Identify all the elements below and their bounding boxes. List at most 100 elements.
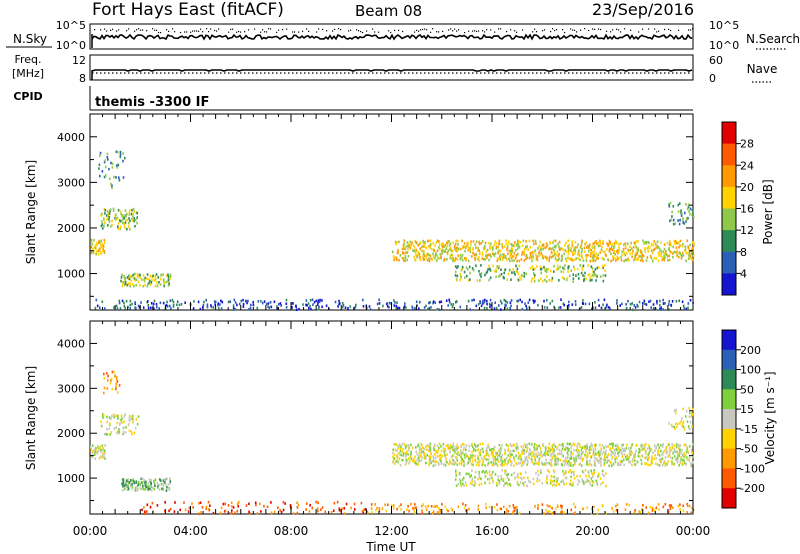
data-cell: [509, 306, 511, 310]
data-cell: [147, 485, 149, 488]
data-cell: [516, 480, 519, 484]
data-cell: [415, 248, 417, 252]
data-cell: [527, 460, 529, 463]
data-cell: [478, 483, 481, 487]
data-cell: [119, 225, 122, 229]
data-cell: [480, 242, 482, 245]
data-cell: [476, 249, 479, 252]
data-cell: [578, 442, 581, 446]
noise-search-point: [600, 28, 602, 31]
data-cell: [117, 209, 120, 212]
data-cell: [616, 448, 618, 452]
velocity-ylabel: Slant Range [km]: [24, 366, 38, 470]
data-cell: [610, 247, 612, 251]
data-cell: [665, 448, 667, 452]
data-cell: [238, 302, 241, 306]
data-cell: [558, 252, 560, 256]
data-cell: [468, 265, 471, 269]
data-cell: [570, 455, 572, 459]
data-cell: [465, 246, 467, 249]
data-cell: [544, 266, 546, 270]
data-cell: [422, 256, 425, 260]
data-cell: [616, 299, 618, 302]
noise-search-point: [562, 29, 564, 31]
data-cell: [398, 505, 401, 508]
data-cell: [295, 305, 297, 308]
data-cell: [627, 248, 629, 252]
data-cell: [518, 264, 521, 268]
data-cell: [520, 278, 522, 281]
data-cell: [132, 212, 134, 216]
data-cell: [486, 302, 488, 306]
data-cell: [148, 478, 151, 481]
data-cell: [588, 451, 591, 455]
data-cell: [487, 253, 490, 257]
data-cell: [144, 276, 147, 280]
data-cell: [595, 452, 597, 455]
data-cell: [122, 489, 124, 492]
data-cell: [476, 445, 478, 448]
data-cell: [466, 244, 468, 247]
data-cell: [601, 452, 604, 455]
data-cell: [678, 202, 681, 205]
data-cell: [440, 255, 442, 259]
data-cell: [595, 240, 597, 243]
data-cell: [593, 505, 595, 509]
data-cell: [436, 259, 438, 262]
data-cell: [450, 455, 453, 459]
data-cell: [442, 442, 445, 446]
noise-search-point: [510, 29, 512, 31]
data-cell: [668, 239, 671, 243]
data-cell: [423, 245, 426, 248]
data-cell: [577, 273, 580, 276]
data-cell: [489, 247, 491, 250]
data-cell: [521, 448, 524, 451]
data-cell: [583, 278, 585, 281]
data-cell: [430, 505, 433, 508]
data-cell: [598, 304, 600, 307]
data-cell: [557, 254, 559, 258]
data-cell: [567, 307, 570, 310]
data-cell: [425, 246, 428, 250]
data-cell: [240, 299, 242, 303]
data-cell: [482, 299, 484, 303]
data-cell: [419, 300, 421, 304]
data-cell: [553, 450, 556, 454]
data-cell: [549, 505, 551, 508]
data-cell: [449, 446, 451, 450]
colorbar-tick-label: -50: [740, 443, 758, 456]
data-cell: [469, 246, 472, 250]
data-cell: [681, 417, 683, 420]
data-cell: [462, 502, 464, 506]
data-cell: [438, 308, 440, 311]
data-cell: [548, 259, 550, 262]
colorbar-segment: [722, 230, 736, 253]
data-cell: [415, 462, 417, 466]
data-cell: [639, 255, 642, 258]
data-cell: [643, 242, 645, 246]
data-cell: [452, 442, 455, 445]
data-cell: [100, 252, 103, 256]
data-cell: [551, 506, 553, 510]
data-cell: [605, 512, 607, 515]
data-cell: [106, 372, 108, 375]
data-cell: [434, 301, 436, 304]
data-cell: [652, 303, 655, 306]
data-cell: [530, 458, 533, 461]
data-cell: [92, 250, 95, 253]
data-cell: [141, 481, 144, 484]
data-cell: [203, 300, 205, 304]
data-cell: [621, 250, 623, 254]
data-cell: [577, 456, 580, 460]
data-cell: [552, 247, 554, 250]
data-cell: [657, 503, 660, 506]
data-cell: [564, 461, 566, 464]
data-cell: [457, 483, 460, 486]
data-cell: [498, 275, 500, 278]
data-cell: [668, 300, 670, 303]
data-cell: [291, 306, 293, 309]
data-cell: [347, 307, 349, 310]
data-cell: [601, 473, 604, 476]
data-cell: [465, 257, 468, 260]
data-cell: [509, 269, 511, 272]
